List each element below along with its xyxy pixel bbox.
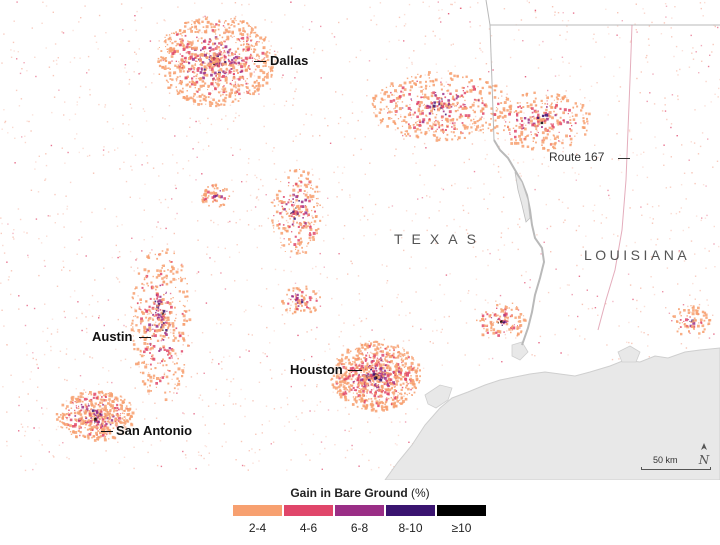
legend: Gain in Bare Ground (%) 2-4 4-6 6-8 8-10 ≥10 <box>0 480 720 545</box>
route-167-label: Route 167 <box>549 150 605 164</box>
legend-swatch-5 <box>437 505 486 516</box>
route-167-road <box>597 24 633 331</box>
state-label-texas: TEXAS <box>394 231 485 247</box>
sabine-river <box>493 139 546 346</box>
calcasieu-lake <box>617 345 641 363</box>
galveston-bay <box>424 384 453 409</box>
bare-ground-cluster-layer <box>55 16 712 442</box>
dallas-leader <box>254 61 266 62</box>
state-border-arkansas-texas <box>485 0 720 26</box>
scale-label: 50 km <box>653 455 678 465</box>
legend-title-unit: (%) <box>411 486 430 500</box>
map-area[interactable]: Dallas Austin Houston San Antonio TEXAS … <box>0 0 720 480</box>
city-label-houston: Houston <box>290 362 343 377</box>
sabine-lake <box>511 341 529 361</box>
legend-swatch-4 <box>386 505 435 516</box>
legend-label-4: 8-10 <box>398 521 423 535</box>
legend-swatch-2 <box>284 505 333 516</box>
gulf-of-mexico <box>384 347 720 480</box>
state-label-louisiana: LOUISIANA <box>584 247 691 263</box>
san-antonio-leader <box>101 431 113 432</box>
legend-label-5: ≥10 <box>451 521 472 535</box>
city-label-dallas: Dallas <box>270 53 309 68</box>
city-label-austin: Austin <box>92 329 133 344</box>
route-167-leader <box>618 158 630 159</box>
city-label-san-antonio: San Antonio <box>116 423 193 438</box>
legend-label-3: 6-8 <box>350 521 369 535</box>
austin-leader <box>139 337 151 338</box>
map-canvas <box>0 0 720 480</box>
legend-label-1: 2-4 <box>248 521 267 535</box>
legend-swatch-1 <box>233 505 282 516</box>
state-border-texas-louisiana-north <box>489 24 495 141</box>
legend-swatch-3 <box>335 505 384 516</box>
legend-title-main: Gain in Bare Ground <box>290 486 408 500</box>
legend-title: Gain in Bare Ground (%) <box>0 486 720 500</box>
legend-label-2: 4-6 <box>299 521 318 535</box>
houston-leader <box>348 370 362 371</box>
north-arrow-icon: N <box>698 443 710 467</box>
toledo-bend-reservoir <box>514 171 531 223</box>
